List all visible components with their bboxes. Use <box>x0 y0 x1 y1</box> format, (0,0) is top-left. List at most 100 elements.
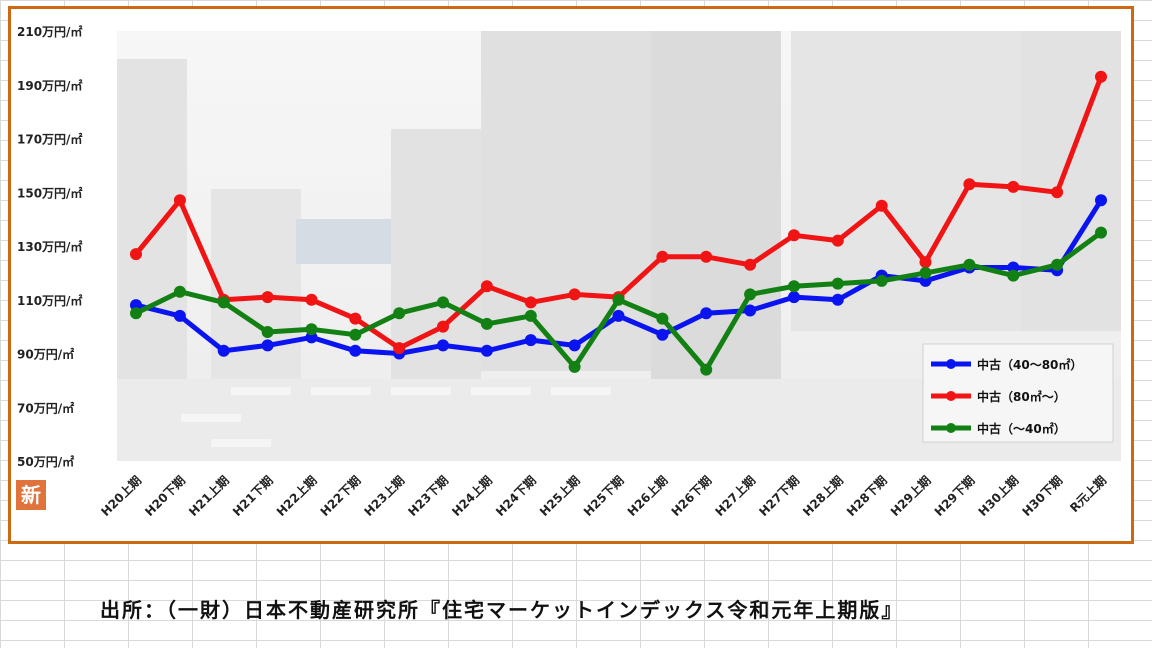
data-point <box>173 194 186 207</box>
x-tick-label: H28下期 <box>843 473 889 519</box>
data-point <box>700 363 713 376</box>
data-point <box>963 178 976 191</box>
chart-frame: 50万円/㎡ 70万円/㎡ 90万円/㎡ 110万円/㎡ 130万円/㎡ 150万円/㎡ 1… <box>8 6 1134 544</box>
data-point <box>788 291 800 304</box>
x-tick-label: H21下期 <box>229 473 275 519</box>
x-tick-label: H26下期 <box>668 473 714 519</box>
background-street-photo <box>117 31 1121 461</box>
legend-swatch-point <box>946 423 956 433</box>
y-tick-label: 70万円/㎡ <box>17 400 74 415</box>
y-tick-label: 150万円/㎡ <box>17 185 82 200</box>
x-tick-label: H24下期 <box>492 473 538 519</box>
data-point <box>963 258 976 271</box>
data-point <box>217 344 230 357</box>
series-layer <box>130 70 1107 376</box>
legend: 中古（40～80㎡） 中古（80㎡～） 中古（～40㎡） <box>922 343 1114 443</box>
x-tick-label: H29下期 <box>931 473 977 519</box>
data-point <box>744 304 757 317</box>
data-point <box>173 309 186 322</box>
data-point <box>305 293 318 306</box>
x-tick-label: H22上期 <box>273 473 319 519</box>
data-point <box>700 250 713 263</box>
data-point <box>831 277 844 290</box>
data-point <box>437 296 449 309</box>
legend-label: 中古（～40㎡） <box>977 421 1066 436</box>
data-point <box>130 307 142 320</box>
data-point <box>831 234 844 247</box>
data-point <box>656 250 669 263</box>
y-tick-label: 50万円/㎡ <box>17 454 74 469</box>
x-tick-label: H24上期 <box>449 473 495 519</box>
data-point <box>700 307 713 320</box>
x-tick-label: H21上期 <box>185 473 231 519</box>
legend-swatch-point <box>946 391 956 401</box>
data-point <box>437 339 449 352</box>
data-point <box>875 199 888 212</box>
data-point <box>1051 258 1064 271</box>
data-point <box>656 328 669 341</box>
x-tick-label: R元上期 <box>1067 473 1110 516</box>
shin-logo: 新 <box>16 480 46 510</box>
data-point <box>217 296 230 309</box>
x-tick-label: H23下期 <box>405 473 451 519</box>
data-point <box>393 342 406 355</box>
data-point <box>349 312 362 325</box>
data-point <box>612 309 625 322</box>
x-tick-label: H26上期 <box>624 473 670 519</box>
data-point <box>480 317 493 330</box>
x-tick-label: H20下期 <box>141 473 187 519</box>
y-tick-label: 110万円/㎡ <box>17 293 82 308</box>
x-tick-label: H27上期 <box>712 473 758 519</box>
x-tick-label: H25下期 <box>580 473 626 519</box>
data-point <box>788 229 800 242</box>
data-point <box>437 320 449 333</box>
data-point <box>1095 226 1107 239</box>
data-point <box>612 293 625 306</box>
data-point <box>349 328 362 341</box>
y-tick-label: 190万円/㎡ <box>17 78 82 93</box>
data-point <box>568 360 581 373</box>
x-tick-label: H30下期 <box>1019 473 1065 519</box>
legend-label: 中古（40～80㎡） <box>977 357 1082 372</box>
x-tick-label: H28上期 <box>799 473 845 519</box>
data-point <box>349 344 362 357</box>
x-tick-label: H29上期 <box>887 473 933 519</box>
data-point <box>480 344 493 357</box>
x-tick-label: H30上期 <box>975 473 1021 519</box>
data-point <box>875 274 888 287</box>
x-axis-ticks: H20上期H20下期H21上期H21下期H22上期H22下期H23上期H23下期… <box>98 473 1109 519</box>
x-tick-label: H27下期 <box>756 473 802 519</box>
data-point <box>919 266 932 279</box>
data-point <box>919 256 932 269</box>
x-tick-label: H22下期 <box>317 473 363 519</box>
data-point <box>1095 194 1107 207</box>
data-point <box>1095 70 1107 83</box>
x-tick-label: H23上期 <box>361 473 407 519</box>
y-tick-label: 210万円/㎡ <box>17 24 82 39</box>
x-tick-label: H20上期 <box>98 473 144 519</box>
data-point <box>393 307 406 320</box>
data-point <box>744 288 757 301</box>
data-point <box>1007 180 1020 193</box>
source-note: 出所：（一財）日本不動産研究所『住宅マーケットインデックス令和元年上期版』 <box>100 598 904 622</box>
data-point <box>261 291 274 304</box>
data-point <box>656 312 669 325</box>
y-tick-label: 90万円/㎡ <box>17 347 74 362</box>
data-point <box>1007 269 1020 282</box>
data-point <box>831 293 844 306</box>
legend-swatch-point <box>946 359 956 369</box>
data-point <box>173 285 186 298</box>
chart-svg: 50万円/㎡ 70万円/㎡ 90万円/㎡ 110万円/㎡ 130万円/㎡ 150万円/㎡ 1… <box>17 24 1121 519</box>
y-axis-ticks: 50万円/㎡ 70万円/㎡ 90万円/㎡ 110万円/㎡ 130万円/㎡ 150万円/㎡ 1… <box>17 24 82 469</box>
data-point <box>788 280 800 293</box>
y-tick-label: 170万円/㎡ <box>17 132 82 147</box>
data-point <box>744 258 757 271</box>
y-tick-label: 130万円/㎡ <box>17 239 82 254</box>
data-point <box>568 339 581 352</box>
data-point <box>480 280 493 293</box>
legend-label: 中古（80㎡～） <box>977 389 1066 404</box>
data-point <box>524 309 537 322</box>
data-point <box>568 288 581 301</box>
data-point <box>524 334 537 347</box>
data-point <box>305 323 318 336</box>
